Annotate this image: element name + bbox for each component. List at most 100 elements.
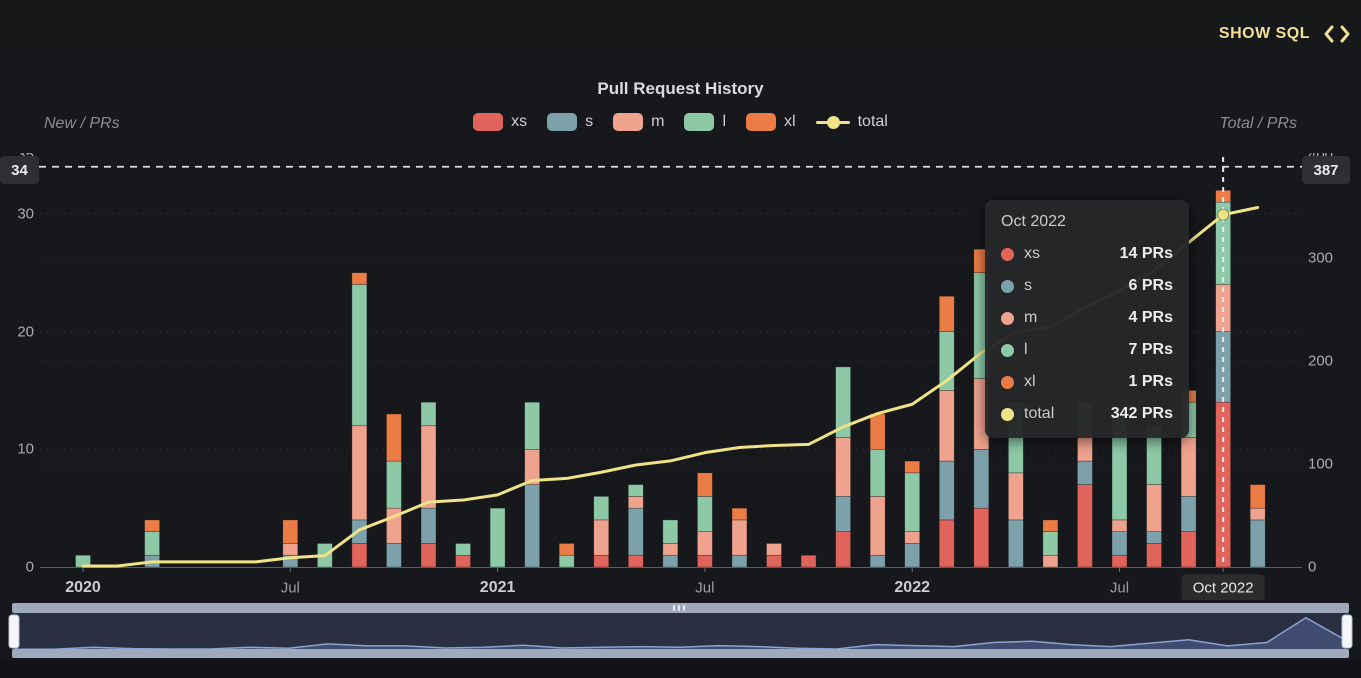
bar-segment-l[interactable] [524, 401, 540, 450]
bar-segment-xl[interactable] [938, 295, 955, 332]
bar-segment-m[interactable] [731, 519, 748, 556]
bar-segment-xs[interactable] [627, 554, 644, 568]
bar-segment-s[interactable] [386, 543, 402, 568]
bar-segment-s[interactable] [420, 507, 437, 544]
legend-item-m[interactable]: m [613, 113, 664, 131]
bar-segment-xl[interactable] [697, 472, 713, 497]
legend-item-total[interactable]: total [815, 113, 888, 131]
timeline-grip[interactable] [678, 605, 680, 611]
bar-segment-m[interactable] [1180, 437, 1197, 497]
bar-segment-m[interactable] [835, 437, 851, 497]
bar-segment-s[interactable] [938, 460, 955, 521]
legend-item-xs[interactable]: xs [473, 113, 527, 131]
bar-segment-xs[interactable] [1146, 543, 1162, 568]
chart-title: Pull Request History [597, 79, 764, 98]
bar-segment-m[interactable] [1042, 554, 1059, 568]
bar-segment-l[interactable] [593, 496, 610, 521]
bar-segment-l[interactable] [627, 484, 644, 497]
bar-segment-xl[interactable] [731, 507, 748, 521]
timeline-rail-top[interactable] [12, 603, 1349, 613]
bar-segment-xs[interactable] [938, 519, 955, 568]
timeline-handle-right[interactable] [1341, 614, 1353, 649]
bar-segment-m[interactable] [869, 496, 886, 556]
bar-segment-l[interactable] [144, 531, 160, 556]
bar-segment-l[interactable] [1042, 531, 1059, 556]
bar-segment-xs[interactable] [697, 554, 713, 568]
bar-segment-s[interactable] [1111, 531, 1128, 556]
bar-segment-xs[interactable] [800, 554, 817, 568]
timeline-rail-bottom[interactable] [12, 649, 1349, 658]
bar-segment-m[interactable] [282, 543, 299, 556]
total-line-marker[interactable] [1217, 208, 1230, 221]
bar-segment-xs[interactable] [835, 531, 851, 568]
bar-segment-xl[interactable] [1249, 484, 1266, 509]
timeline-scrollbar[interactable] [0, 600, 1361, 662]
bar-segment-xl[interactable] [144, 519, 160, 532]
bar-segment-xs[interactable] [351, 543, 368, 568]
bar-segment-s[interactable] [835, 496, 851, 532]
bar-segment-l[interactable] [835, 366, 851, 438]
bar-segment-xl[interactable] [1042, 519, 1059, 532]
legend-item-s[interactable]: s [547, 113, 593, 131]
bar-segment-l[interactable] [904, 472, 921, 532]
bar-segment-xl[interactable] [869, 413, 886, 450]
bar-segment-s[interactable] [1146, 531, 1162, 544]
bar-segment-m[interactable] [420, 425, 437, 509]
bar-segment-xs[interactable] [455, 554, 471, 568]
bar-segment-l[interactable] [558, 554, 575, 568]
bar-segment-xs[interactable] [420, 543, 437, 568]
bar-segment-l[interactable] [455, 543, 471, 556]
bar-segment-xl[interactable] [386, 413, 402, 462]
bar-segment-m[interactable] [1146, 484, 1162, 532]
bar-segment-xs[interactable] [1077, 484, 1093, 568]
tooltip-row-s: s 6 PRs [1001, 277, 1173, 295]
bar-segment-xl[interactable] [282, 519, 299, 544]
bar-segment-m[interactable] [1008, 472, 1024, 521]
bar-segment-s[interactable] [627, 507, 644, 556]
tooltip-row-xl: xl 1 PRs [1001, 373, 1173, 391]
bar-segment-l[interactable] [489, 507, 506, 568]
bar-segment-xs[interactable] [593, 554, 610, 568]
timeline-handle-left[interactable] [8, 614, 20, 649]
bar-segment-l[interactable] [386, 460, 402, 509]
bar-segment-s[interactable] [869, 554, 886, 568]
bar-segment-m[interactable] [593, 519, 610, 556]
timeline-grip[interactable] [673, 605, 675, 611]
bar-segment-m[interactable] [904, 531, 921, 544]
legend-item-l[interactable]: l [684, 113, 726, 131]
bar-segment-l[interactable] [869, 448, 886, 497]
bar-segment-m[interactable] [1249, 507, 1266, 521]
bar-segment-s[interactable] [731, 554, 748, 568]
show-sql-button[interactable]: SHOW SQL [1219, 24, 1351, 44]
bar-segment-xs[interactable] [766, 554, 782, 568]
bar-segment-xs[interactable] [973, 507, 990, 568]
bar-segment-m[interactable] [1111, 519, 1128, 532]
bar-segment-m[interactable] [662, 543, 679, 556]
bar-segment-xs[interactable] [1111, 554, 1128, 568]
bar-segment-s[interactable] [524, 484, 540, 568]
bar-segment-xl[interactable] [904, 460, 921, 474]
bar-segment-m[interactable] [627, 496, 644, 509]
bar-segment-s[interactable] [973, 448, 990, 509]
legend-item-xl[interactable]: xl [746, 113, 796, 131]
timeline-grip[interactable] [683, 605, 685, 611]
bar-segment-xl[interactable] [558, 543, 575, 556]
bar-segment-s[interactable] [904, 543, 921, 568]
bar-segment-s[interactable] [1008, 519, 1024, 568]
bar-segment-s[interactable] [1077, 460, 1093, 485]
bar-segment-s[interactable] [1249, 519, 1266, 568]
bar-segment-xl[interactable] [351, 272, 368, 285]
timeline-track[interactable] [12, 613, 1349, 649]
bar-segment-xs[interactable] [1180, 531, 1197, 568]
bar-segment-l[interactable] [662, 519, 679, 544]
bar-segment-s[interactable] [662, 554, 679, 568]
bar-segment-l[interactable] [697, 496, 713, 532]
bar-segment-m[interactable] [766, 543, 782, 556]
bar-segment-m[interactable] [351, 425, 368, 521]
bar-segment-m[interactable] [697, 531, 713, 556]
bar-segment-m[interactable] [938, 390, 955, 462]
bar-segment-xs[interactable] [1215, 401, 1231, 568]
bar-segment-l[interactable] [351, 284, 368, 427]
bar-segment-l[interactable] [420, 401, 437, 427]
bar-segment-s[interactable] [1180, 496, 1197, 532]
